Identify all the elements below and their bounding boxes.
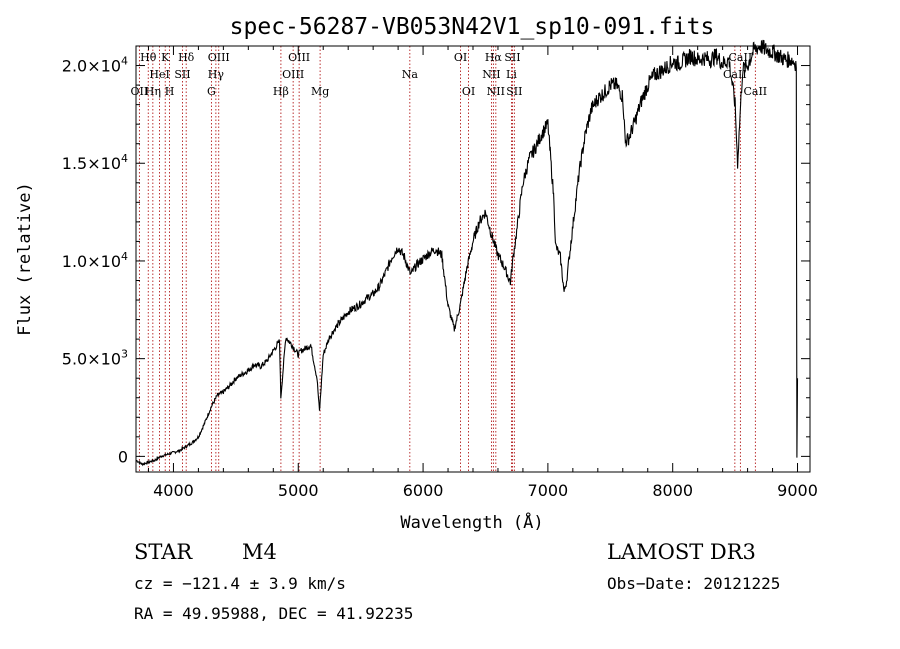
- line-annotation-label: CaII: [729, 51, 753, 64]
- y-tick-label: 1.0×104: [62, 250, 128, 271]
- line-annotation-label: OIII: [282, 68, 304, 81]
- y-tick-label: 5.0×103: [62, 348, 128, 369]
- line-annotation-label: Hδ: [178, 51, 195, 64]
- line-annotation-label: SII: [504, 51, 520, 64]
- survey-label: LAMOST DR3: [607, 540, 756, 564]
- line-annotation-label: CaII: [743, 85, 767, 98]
- line-annotation-label: H: [165, 85, 175, 98]
- y-tick-label: 0: [118, 447, 128, 466]
- line-annotation-label: K: [161, 51, 170, 64]
- line-annotation-label: NII: [487, 85, 505, 98]
- obs-date-text: Obs−Date: 20121225: [607, 574, 781, 593]
- axis-ticks: 4000 5000 6000 7000 8000 9000 0 5.0×103 1.0×104 1…: [62, 46, 818, 500]
- x-tick-label: 6000: [403, 481, 444, 500]
- chart-title: spec-56287-VB053N42V1_sp10-091.fits: [230, 14, 715, 40]
- line-markers: [138, 46, 756, 472]
- x-tick-label: 4000: [153, 481, 194, 500]
- plot-frame: [135, 45, 811, 473]
- line-annotation-label: Li: [506, 68, 517, 81]
- line-annotation-label: Hβ: [273, 85, 289, 98]
- y-tick-label: 2.0×104: [62, 55, 128, 76]
- line-annotation-label: OIII: [288, 51, 310, 64]
- line-annotation-label: Hη: [145, 85, 161, 98]
- line-annotation-label: SII: [174, 68, 190, 81]
- x-axis-label: Wavelength (Å): [400, 511, 543, 533]
- line-annotation-label: G: [207, 85, 216, 98]
- line-annotation-label: OI: [462, 85, 475, 98]
- x-tick-label: 5000: [278, 481, 319, 500]
- line-annotation-label: OIII: [208, 51, 230, 64]
- y-axis-label: Flux (relative): [15, 182, 35, 336]
- class-label: STAR: [134, 540, 193, 564]
- spectrum-line: [135, 39, 799, 467]
- redshift-text: cz = −121.4 ± 3.9 km/s: [134, 574, 346, 593]
- line-annotation-label: HeI: [149, 68, 169, 81]
- x-tick-label: 8000: [652, 481, 693, 500]
- line-annotation-label: Na: [402, 68, 419, 81]
- line-annotation-label: SII: [506, 85, 522, 98]
- x-tick-label: 7000: [528, 481, 569, 500]
- coordinates-text: RA = 49.95988, DEC = 41.92235: [134, 604, 414, 623]
- y-tick-label: 1.5×104: [62, 152, 128, 173]
- line-annotation-label: Hγ: [208, 68, 225, 81]
- line-annotation-label: Mg: [311, 85, 329, 98]
- line-annotation-label: OII: [131, 85, 149, 98]
- line-annotation-label: CaII: [723, 68, 747, 81]
- line-annotation-label: Hα: [485, 51, 503, 64]
- line-annotations: OII Hθ Hη HeI K H SII Hδ G Hγ OIII Hβ OIII OIII Mg Na OI…: [131, 51, 768, 98]
- line-annotation-label: NII: [482, 68, 500, 81]
- line-annotation-label: OI: [454, 51, 467, 64]
- x-tick-label: 9000: [777, 481, 818, 500]
- subclass-label: M4: [242, 540, 277, 564]
- line-annotation-label: Hθ: [140, 51, 157, 64]
